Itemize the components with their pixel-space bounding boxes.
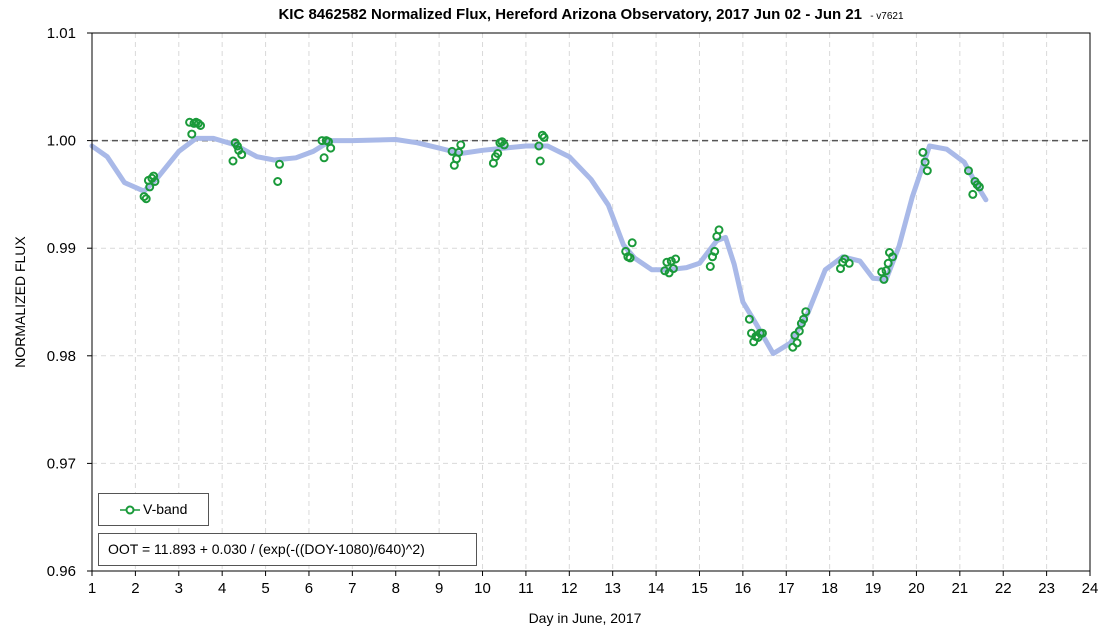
data-point xyxy=(968,189,978,199)
chart-title-main: KIC 8462582 Normalized Flux, Hereford Ar… xyxy=(278,6,862,23)
x-tick-label: 22 xyxy=(995,580,1012,597)
legend: V-band xyxy=(98,493,209,526)
data-point xyxy=(920,157,930,167)
x-tick-label: 7 xyxy=(348,580,356,597)
data-point xyxy=(879,274,889,284)
x-tick-label: 18 xyxy=(821,580,838,597)
data-point xyxy=(974,182,984,192)
data-point xyxy=(193,118,203,128)
legend-label: V-band xyxy=(143,501,188,517)
y-tick-label: 1.00 xyxy=(47,133,76,150)
x-tick-label: 8 xyxy=(392,580,400,597)
data-point xyxy=(139,192,149,202)
data-point xyxy=(668,264,678,274)
x-tick-label: 24 xyxy=(1082,580,1099,597)
data-point xyxy=(625,253,635,263)
data-point xyxy=(535,156,545,166)
x-tick-label: 4 xyxy=(218,580,226,597)
data-point xyxy=(150,177,160,186)
data-point xyxy=(660,266,670,276)
y-axis-ticks: 0.96 0.97 0.98 0.99 1.00 1.01 xyxy=(47,25,92,580)
data-point xyxy=(794,326,804,336)
data-point xyxy=(228,156,238,166)
data-point xyxy=(844,258,854,268)
y-tick-label: 0.99 xyxy=(47,240,76,257)
x-tick-label: 20 xyxy=(908,580,925,597)
x-tick-label: 23 xyxy=(1038,580,1055,597)
x-tick-label: 17 xyxy=(778,580,795,597)
data-point xyxy=(799,314,809,324)
data-point xyxy=(877,267,887,277)
data-points xyxy=(139,117,984,352)
x-tick-label: 13 xyxy=(604,580,621,597)
chart-title-tag: - v7621 xyxy=(870,11,904,22)
data-point xyxy=(454,147,464,157)
y-tick-label: 1.01 xyxy=(47,25,76,42)
data-point xyxy=(666,256,676,266)
y-tick-label: 0.98 xyxy=(47,348,76,365)
y-axis-label: NORMALIZED FLUX xyxy=(12,236,28,368)
data-point xyxy=(744,314,754,324)
x-tick-label: 10 xyxy=(474,580,491,597)
x-tick-label: 19 xyxy=(865,580,882,597)
x-tick-label: 9 xyxy=(435,580,443,597)
trend-line xyxy=(89,135,989,357)
data-point xyxy=(539,132,549,142)
y-tick-label: 0.97 xyxy=(47,455,76,472)
data-point xyxy=(888,252,898,262)
data-point xyxy=(141,194,151,204)
data-point xyxy=(662,257,672,267)
data-point xyxy=(714,225,724,235)
x-tick-label: 15 xyxy=(691,580,708,597)
data-point xyxy=(881,266,891,276)
data-point xyxy=(918,147,928,157)
chart-title: KIC 8462582 Normalized Flux, Hereford Ar… xyxy=(278,6,904,23)
data-point xyxy=(237,150,247,160)
data-point xyxy=(493,149,503,158)
x-tick-label: 2 xyxy=(131,580,139,597)
data-point xyxy=(499,140,509,150)
x-tick-label: 11 xyxy=(518,580,534,597)
data-point xyxy=(972,180,982,190)
data-point xyxy=(319,153,329,163)
data-point xyxy=(922,166,932,176)
data-point xyxy=(792,338,802,348)
legend-marker-icon xyxy=(120,505,140,515)
x-tick-label: 5 xyxy=(261,580,269,597)
x-tick-label: 16 xyxy=(735,580,752,597)
x-tick-label: 6 xyxy=(305,580,313,597)
data-point xyxy=(149,171,159,181)
x-axis-ticks: 1 2 3 4 5 6 7 8 9 10 11 12 13 14 15 16 17 18 19 20 21 22 23 24 xyxy=(88,571,1099,597)
data-point xyxy=(705,262,715,271)
data-point xyxy=(801,307,811,317)
data-point xyxy=(273,177,283,186)
data-point xyxy=(534,141,544,151)
plot-frame xyxy=(91,32,1091,572)
data-point xyxy=(232,141,242,151)
data-point xyxy=(196,121,205,130)
data-point xyxy=(883,258,893,268)
data-point xyxy=(275,159,284,169)
data-point xyxy=(187,129,197,139)
grid-lines xyxy=(92,33,1090,571)
x-tick-label: 1 xyxy=(88,580,96,597)
data-point xyxy=(710,246,720,256)
data-point xyxy=(671,254,681,264)
x-axis-label: Day in June, 2017 xyxy=(529,610,642,626)
data-point xyxy=(145,182,155,192)
x-tick-label: 3 xyxy=(175,580,183,597)
formula-box: OOT = 11.893 + 0.030 / (exp(-((DOY-1080)… xyxy=(98,533,477,566)
x-tick-label: 21 xyxy=(951,580,968,597)
y-tick-label: 0.96 xyxy=(47,563,76,580)
data-point xyxy=(627,238,637,248)
x-tick-label: 14 xyxy=(648,580,665,597)
data-point xyxy=(964,166,973,176)
data-point xyxy=(326,143,336,153)
formula-text: OOT = 11.893 + 0.030 / (exp(-((DOY-1080)… xyxy=(108,541,425,557)
data-point xyxy=(456,140,466,150)
x-tick-label: 12 xyxy=(561,580,578,597)
data-point xyxy=(757,328,767,338)
